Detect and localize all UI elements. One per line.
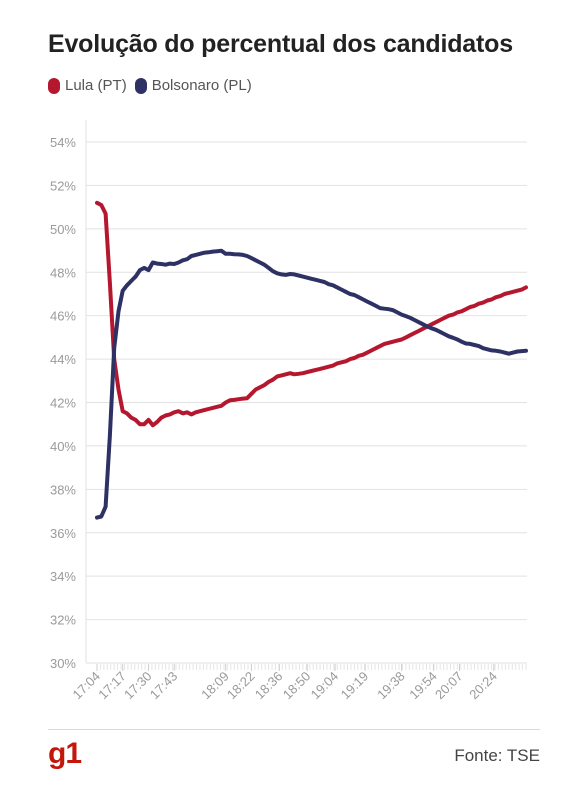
y-tick-label: 38% [50,482,76,497]
y-tick-label: 30% [50,656,76,671]
x-tick-label: 20:24 [466,669,500,703]
x-tick-label: 17:04 [70,669,104,703]
y-tick-label: 42% [50,396,76,411]
series-line-lula [95,200,528,428]
y-tick-label: 50% [50,222,76,237]
legend-item-bolsonaro: Bolsonaro (PL) [134,77,252,94]
y-tick-label: 40% [50,439,76,454]
x-tick-label: 17:43 [147,669,181,703]
x-tick-label: 20:07 [432,669,466,703]
x-tick-label: 18:50 [280,669,314,703]
x-tick-label: 18:09 [198,669,232,703]
legend: Lula (PT) Bolsonaro (PL) [48,77,252,94]
y-tick-label: 44% [50,352,76,367]
legend-label-lula: Lula (PT) [65,77,127,94]
y-tick-label: 48% [50,265,76,280]
footer-divider [48,729,540,730]
g1-logo: g1 [48,737,82,770]
y-tick-label: 52% [50,178,76,193]
x-tick-label: 18:36 [252,669,286,703]
x-tick-label: 19:19 [338,669,372,703]
legend-swatch-lula [48,77,60,94]
y-tick-label: 54% [50,135,76,150]
y-tick-label: 32% [50,613,76,628]
legend-label-bolsonaro: Bolsonaro (PL) [151,77,252,94]
y-tick-label: 46% [50,309,76,324]
y-tick-label: 34% [50,569,76,584]
legend-swatch-bolsonaro [134,77,147,94]
chart-title: Evolução do percentual dos candidatos [48,30,513,58]
x-tick-label: 19:38 [374,669,408,703]
x-tick-label: 19:54 [406,669,440,703]
x-tick-label: 19:04 [308,669,342,703]
x-tick-label: 17:30 [121,669,155,703]
x-tick-label: 18:22 [224,669,258,703]
source-note: Fonte: TSE [454,746,540,765]
y-tick-label: 36% [50,526,76,541]
legend-item-lula: Lula (PT) [48,77,127,94]
x-tick-label: 17:17 [95,669,129,703]
series-line-bolsonaro [95,248,528,520]
